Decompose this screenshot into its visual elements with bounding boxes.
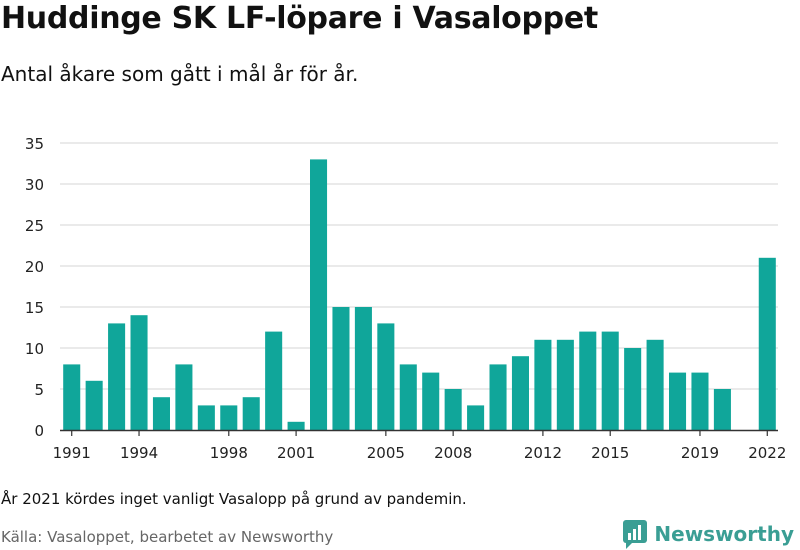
bar-2016 <box>624 348 642 430</box>
bar-2015 <box>601 331 619 430</box>
bar-2009 <box>467 405 485 430</box>
bar-1996 <box>175 364 193 430</box>
source-text: Källa: Vasaloppet, bearbetet av Newswort… <box>1 528 334 546</box>
bar-2013 <box>556 339 574 430</box>
bar-1999 <box>242 397 260 430</box>
bar-2003 <box>332 307 350 430</box>
x-tick-label: 2022 <box>748 444 786 462</box>
bar-1994 <box>130 315 148 430</box>
bar-2010 <box>489 364 507 430</box>
bar-2002 <box>310 159 328 430</box>
x-tick-label: 2008 <box>434 444 472 462</box>
y-tick-label: 20 <box>25 258 44 276</box>
chart-subtitle: Antal åkare som gått i mål år för år. <box>1 62 359 86</box>
bar-2022 <box>758 257 776 430</box>
axes: 0 5 10 15 20 25 30 35 1991 1994 1998 2001 2005 2008 20… <box>25 135 786 462</box>
chart-title: Huddinge SK LF-löpare i Vasaloppet <box>1 1 598 36</box>
x-tick-label: 1998 <box>210 444 248 462</box>
bar-2005 <box>377 323 395 430</box>
y-tick-label: 15 <box>25 299 44 317</box>
bar-1998 <box>220 405 238 430</box>
x-tick-label: 1991 <box>53 444 91 462</box>
bar-2004 <box>354 307 372 430</box>
bar-2017 <box>646 339 664 430</box>
bars <box>63 159 776 430</box>
bar-1992 <box>85 380 103 430</box>
bar-2019 <box>691 372 709 430</box>
bar-1993 <box>108 323 126 430</box>
y-tick-label: 30 <box>25 176 44 194</box>
x-tick-label: 1994 <box>120 444 158 462</box>
bar-2011 <box>511 356 529 430</box>
bar-2000 <box>265 331 283 430</box>
y-tick-label: 35 <box>25 135 44 153</box>
chart-note: År 2021 kördes inget vanligt Vasalopp på… <box>1 490 467 508</box>
bar-1991 <box>63 364 81 430</box>
bar-2001 <box>287 421 305 430</box>
brand-name: Newsworthy <box>654 522 794 546</box>
y-tick-label: 0 <box>34 422 44 440</box>
bar-2012 <box>534 339 552 430</box>
gridlines <box>60 142 778 390</box>
bar-chart: 0 5 10 15 20 25 30 35 1991 1994 1998 2001 2005 2008 20… <box>25 135 786 462</box>
x-tick-label: 2015 <box>591 444 629 462</box>
brand-logo: Newsworthy <box>622 519 794 549</box>
bar-2014 <box>579 331 597 430</box>
y-tick-label: 10 <box>25 340 44 358</box>
newsworthy-logo-icon <box>623 520 648 549</box>
x-tick-label: 2005 <box>367 444 405 462</box>
x-tick-label: 2019 <box>681 444 719 462</box>
bar-2020 <box>713 389 731 430</box>
x-tick-label: 2001 <box>277 444 315 462</box>
x-tick-label: 2012 <box>524 444 562 462</box>
bar-1995 <box>152 397 170 430</box>
bar-2007 <box>422 372 440 430</box>
y-tick-label: 25 <box>25 217 44 235</box>
bar-1997 <box>197 405 215 430</box>
bar-2008 <box>444 389 462 430</box>
y-tick-label: 5 <box>34 381 44 399</box>
bar-2018 <box>669 372 687 430</box>
bar-2006 <box>399 364 417 430</box>
